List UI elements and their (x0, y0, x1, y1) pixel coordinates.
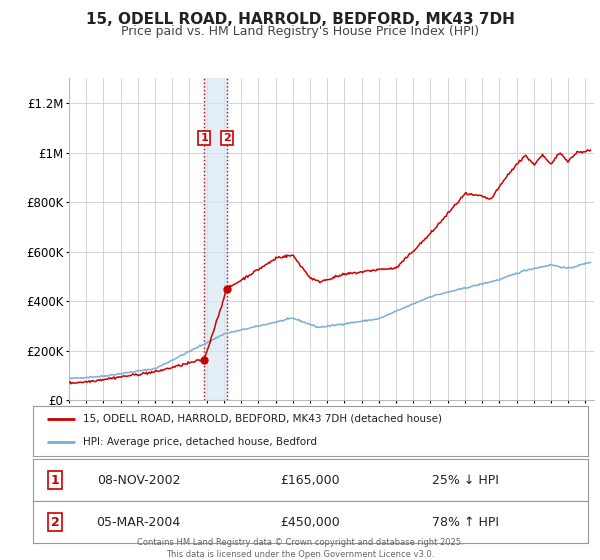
Text: £165,000: £165,000 (281, 474, 340, 487)
Text: 25% ↓ HPI: 25% ↓ HPI (433, 474, 499, 487)
Text: 1: 1 (51, 474, 59, 487)
Text: £450,000: £450,000 (281, 516, 340, 529)
Text: 05-MAR-2004: 05-MAR-2004 (97, 516, 181, 529)
Bar (204, 78, 227, 400)
Text: Contains HM Land Registry data © Crown copyright and database right 2025.
This d: Contains HM Land Registry data © Crown c… (137, 538, 463, 559)
Text: 15, ODELL ROAD, HARROLD, BEDFORD, MK43 7DH: 15, ODELL ROAD, HARROLD, BEDFORD, MK43 7… (86, 12, 514, 27)
Text: 08-NOV-2002: 08-NOV-2002 (97, 474, 180, 487)
Text: 2: 2 (51, 516, 59, 529)
Text: Price paid vs. HM Land Registry's House Price Index (HPI): Price paid vs. HM Land Registry's House … (121, 25, 479, 38)
Text: 78% ↑ HPI: 78% ↑ HPI (433, 516, 499, 529)
Text: 1: 1 (200, 133, 208, 143)
Text: 15, ODELL ROAD, HARROLD, BEDFORD, MK43 7DH (detached house): 15, ODELL ROAD, HARROLD, BEDFORD, MK43 7… (83, 414, 442, 423)
Text: 2: 2 (223, 133, 231, 143)
Text: HPI: Average price, detached house, Bedford: HPI: Average price, detached house, Bedf… (83, 437, 317, 447)
